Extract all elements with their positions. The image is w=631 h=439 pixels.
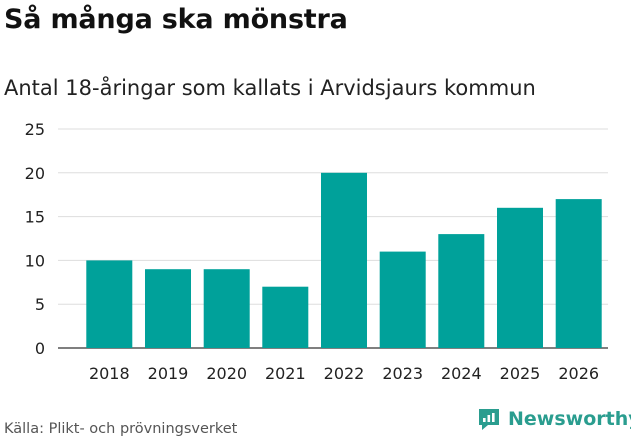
x-tick-label-2021: 2021 [265, 364, 306, 383]
y-tick-label: 0 [35, 339, 45, 358]
chart-title: Så många ska mönstra [4, 4, 348, 35]
source-note: Källa: Plikt- och prövningsverket [4, 421, 238, 437]
x-tick-label-2019: 2019 [148, 364, 189, 383]
chart-subtitle: Antal 18-åringar som kallats i Arvidsjau… [4, 76, 536, 100]
x-tick-label-2018: 2018 [89, 364, 130, 383]
bar-2019 [145, 269, 191, 348]
bar-2026 [555, 199, 602, 348]
x-tick-label-2026: 2026 [558, 364, 599, 383]
x-tick-label-2023: 2023 [382, 364, 423, 383]
y-tick-label: 20 [25, 164, 45, 183]
x-tick-label-2020: 2020 [206, 364, 247, 383]
bar-2025 [497, 207, 543, 348]
x-tick-label-2024: 2024 [441, 364, 482, 383]
bar-2021 [262, 286, 309, 348]
newsworthy-logo-icon [479, 409, 499, 430]
x-tick-label-2025: 2025 [500, 364, 541, 383]
bar-2023 [379, 251, 426, 348]
bar-2020 [203, 269, 250, 348]
y-tick-label: 25 [25, 120, 45, 139]
bar-2024 [438, 234, 485, 348]
y-tick-label: 15 [25, 208, 45, 227]
bar-2022 [321, 172, 367, 348]
newsworthy-logo: Newsworthy [476, 406, 631, 432]
bar-2018 [86, 260, 133, 348]
y-tick-label: 5 [35, 295, 45, 314]
x-tick-label-2022: 2022 [324, 364, 365, 383]
newsworthy-logo-text: Newsworthy [508, 408, 631, 430]
y-tick-label: 10 [25, 251, 45, 270]
